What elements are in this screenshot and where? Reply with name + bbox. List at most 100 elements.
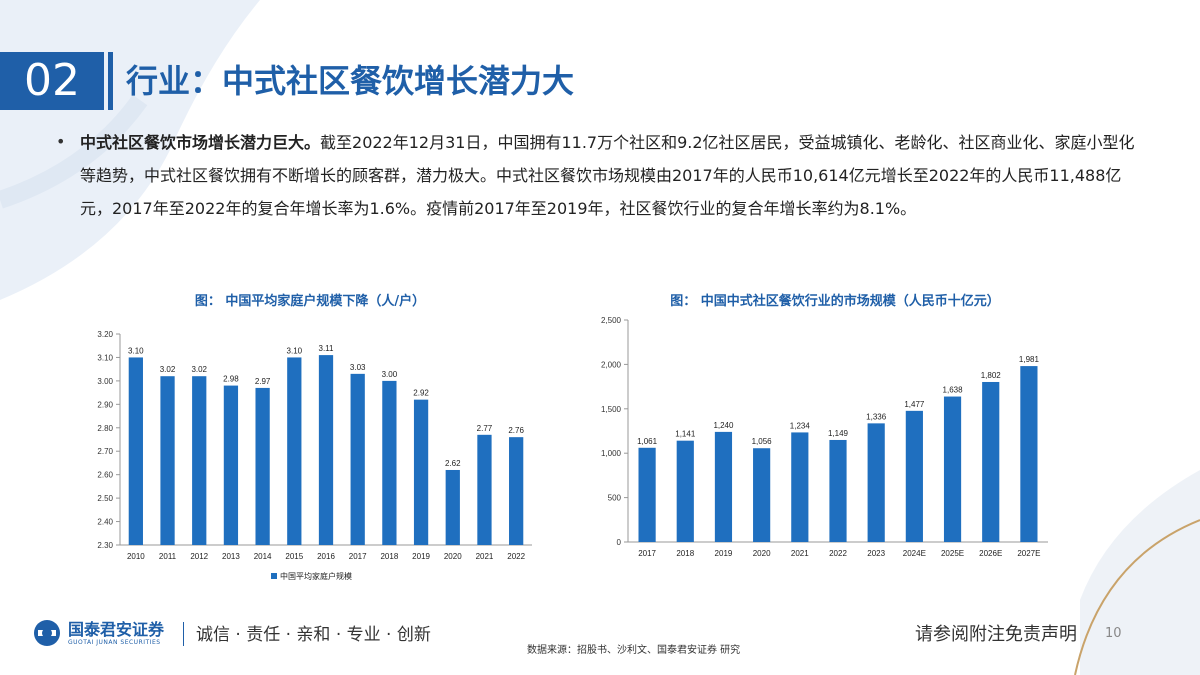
chart2-y-tick-label: 0 [617, 538, 622, 547]
chart1-bar [350, 373, 365, 545]
logo-mark-icon [34, 620, 60, 646]
chart2-x-tick-label: 2023 [867, 549, 885, 558]
chart2-x-tick-label: 2021 [791, 549, 809, 558]
chart2-x-tick-label: 2019 [715, 549, 733, 558]
chart2-y-tick-label: 500 [608, 494, 622, 503]
chart1-x-tick-label: 2020 [444, 552, 462, 561]
chart2-bar [982, 381, 1000, 542]
body-bold-lead: 中式社区餐饮市场增长潜力巨大。 [80, 133, 321, 152]
chart1-data-label: 3.02 [191, 365, 207, 374]
chart1-bar [192, 376, 207, 545]
chart1-x-tick-label: 2018 [380, 552, 398, 561]
market-size-chart: 0 500 1,000 1,500 2,000 2,500 1,061 2017 1,141 20… [601, 316, 1048, 558]
chart2-bar [638, 447, 656, 542]
company-logo: 国泰君安证券 GUOTAI JUNAN SECURITIES [32, 618, 164, 648]
chart1-data-label: 3.02 [160, 365, 176, 374]
chart2-data-label: 1,149 [828, 429, 849, 438]
chart2-title: 图： 中国中式社区餐饮行业的市场规模（人民币十亿元） [670, 294, 1000, 309]
chart1-x-tick-label: 2012 [190, 552, 208, 561]
chart1-data-label: 3.10 [287, 346, 303, 355]
chart2-bar [905, 410, 923, 542]
disclaimer-note: 请参阅附注免责声明 [915, 624, 1077, 645]
chart1-data-label: 2.92 [413, 389, 429, 398]
logo-text-cn: 国泰君安证券 [68, 619, 165, 639]
chart1-y-tick-label: 2.80 [97, 424, 113, 433]
chart2-x-tick-label: 2020 [753, 549, 771, 558]
chart1-y-tick-label: 3.00 [97, 377, 113, 386]
chart2-x-tick-label: 2027E [1017, 549, 1040, 558]
footer-divider [183, 622, 184, 646]
chart2-x-tick-label: 2024E [903, 549, 926, 558]
chart1-x-tick-label: 2010 [127, 552, 145, 561]
chart1-data-label: 3.11 [319, 344, 335, 353]
chart1-y-tick-label: 2.60 [97, 471, 113, 480]
chart1-legend-swatch [271, 573, 277, 579]
header-rule [108, 52, 113, 110]
bullet-marker: • [56, 132, 66, 151]
chart2-data-label: 1,234 [790, 421, 811, 430]
chart2-data-label: 1,477 [904, 400, 925, 409]
footer-slogan: 诚信 · 责任 · 亲和 · 专业 · 创新 [196, 625, 431, 645]
chart1-bar [509, 437, 524, 545]
chart1-y-tick-label: 3.10 [97, 353, 113, 362]
chart2-bar [867, 423, 885, 542]
logo-text-en: GUOTAI JUNAN SECURITIES [68, 638, 161, 646]
chart1-bar [287, 357, 302, 545]
chart2-data-label: 1,056 [752, 437, 773, 446]
chart1-data-label: 3.03 [350, 363, 366, 372]
chart1-data-label: 3.10 [128, 346, 144, 355]
chart1-bar [255, 387, 270, 545]
chart1-x-tick-label: 2022 [507, 552, 525, 561]
chart1-y-tick-label: 2.50 [97, 494, 113, 503]
chart2-data-label: 1,141 [675, 430, 696, 439]
chart2-data-label: 1,802 [981, 371, 1002, 380]
chart1-y-tick-label: 2.90 [97, 400, 113, 409]
chart1-data-label: 2.76 [508, 426, 524, 435]
chart2-data-label: 1,061 [637, 437, 658, 446]
chart2-x-tick-label: 2017 [638, 549, 656, 558]
chart1-legend-label: 中国平均家庭户规模 [280, 571, 352, 581]
chart1-data-label: 2.97 [255, 377, 271, 386]
chart1-x-tick-label: 2015 [285, 552, 303, 561]
chart2-y-tick-label: 2,500 [601, 316, 622, 325]
body-text: 截至2022年12月31日，中国拥有11.7万个社区和9.2亿社区居民，受益城镇… [80, 133, 1135, 218]
chart2-x-tick-label: 2026E [979, 549, 1002, 558]
chart2-data-label: 1,981 [1019, 355, 1040, 364]
chart1-y-tick-label: 3.20 [97, 330, 113, 339]
chart1-bar [445, 469, 460, 545]
chart1-bar [477, 434, 492, 545]
chart2-data-label: 1,336 [866, 412, 887, 421]
chart2-x-tick-label: 2025E [941, 549, 964, 558]
chart1-x-tick-label: 2014 [254, 552, 272, 561]
chart1-y-tick-label: 2.30 [97, 541, 113, 550]
chart2-bar [676, 440, 694, 542]
chart2-bar [753, 448, 771, 542]
chart1-y-tick-label: 2.70 [97, 447, 113, 456]
chart2-data-label: 1,240 [713, 421, 734, 430]
page-number: 10 [1105, 626, 1122, 641]
chart1-bar [160, 376, 175, 545]
slide-number: 02 [0, 52, 104, 110]
chart1-bar [223, 385, 239, 545]
chart1-bar [318, 355, 334, 545]
slide-title: 行业：中式社区餐饮增长潜力大 [126, 62, 575, 100]
chart2-data-label: 1,638 [943, 386, 964, 395]
chart2-bar [829, 439, 847, 542]
chart2-bar [714, 431, 733, 542]
chart2-bar [943, 396, 962, 542]
chart1-data-label: 2.62 [445, 459, 461, 468]
chart1-title: 图： 中国平均家庭户规模下降（人/户） [194, 294, 426, 309]
chart1-x-tick-label: 2017 [349, 552, 367, 561]
chart1-y-tick-label: 2.40 [97, 518, 113, 527]
chart2-y-tick-label: 1,500 [601, 405, 622, 414]
body-paragraph: 中式社区餐饮市场增长潜力巨大。截至2022年12月31日，中国拥有11.7万个社… [80, 126, 1140, 225]
chart1-x-tick-label: 2013 [222, 552, 240, 561]
chart2-x-tick-label: 2018 [676, 549, 694, 558]
chart1-bar [128, 357, 143, 545]
chart1-bar [382, 380, 397, 545]
chart1-x-tick-label: 2016 [317, 552, 335, 561]
chart2-bar [1020, 366, 1038, 542]
chart1-x-tick-label: 2019 [412, 552, 430, 561]
chart1-bar [413, 399, 429, 545]
chart1-x-tick-label: 2011 [159, 552, 177, 561]
